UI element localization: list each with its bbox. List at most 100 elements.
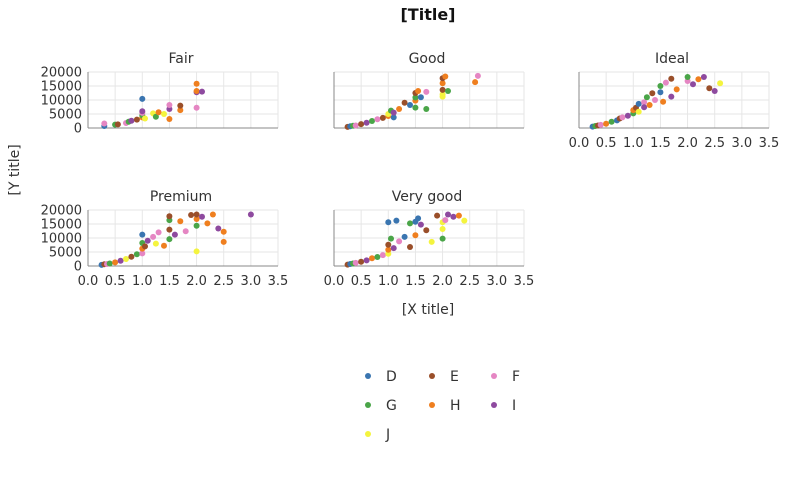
data-point-i <box>247 211 254 218</box>
x-tick-label: 2.5 <box>704 136 725 151</box>
data-point-e <box>434 212 441 219</box>
data-point-i <box>445 211 451 218</box>
data-point-j <box>461 217 468 224</box>
data-point-f <box>396 238 403 245</box>
data-point-e <box>193 211 200 218</box>
data-point-f <box>641 99 648 106</box>
data-point-g <box>388 235 394 242</box>
legend-label: D <box>386 369 397 385</box>
x-tick-label: 3.5 <box>514 274 535 289</box>
data-point-e <box>401 99 408 106</box>
data-point-g <box>439 235 446 242</box>
legend-item-d: D <box>365 369 397 385</box>
data-point-h <box>177 218 184 225</box>
data-point-h <box>166 116 173 122</box>
data-point-f <box>652 97 658 103</box>
data-point-e <box>423 227 430 234</box>
data-point-f <box>379 252 386 259</box>
y-tick-label: 0 <box>74 122 82 137</box>
data-point-f <box>182 228 189 235</box>
x-tick-label: 0.5 <box>105 274 126 289</box>
legend-item-g: G <box>365 398 397 414</box>
data-point-d <box>390 114 397 121</box>
data-point-i <box>171 231 178 238</box>
x-tick-label: 3.0 <box>241 274 262 289</box>
legend-item-h: H <box>429 398 461 414</box>
data-point-j <box>635 108 642 115</box>
x-tick-label: 1.0 <box>378 274 399 289</box>
data-point-d <box>139 95 146 102</box>
data-point-i <box>390 109 397 116</box>
y-tick-label: 5000 <box>49 246 82 261</box>
x-tick-label: 2.0 <box>432 274 453 289</box>
data-point-h <box>369 255 375 262</box>
data-point-i <box>700 74 707 80</box>
data-point-f <box>442 217 449 224</box>
x-tick-label: 3.5 <box>268 274 289 289</box>
data-point-e <box>407 244 413 250</box>
data-point-h <box>673 86 680 93</box>
data-point-e <box>649 90 656 97</box>
data-point-h <box>177 107 184 114</box>
data-point-f <box>139 250 146 257</box>
data-point-f <box>423 88 430 95</box>
facet-title: Very good <box>392 189 463 205</box>
data-point-e <box>188 212 195 218</box>
data-point-f <box>166 102 173 108</box>
data-point-e <box>177 102 184 109</box>
x-tick-label: 0.5 <box>596 136 617 151</box>
x-tick-label: 1.5 <box>405 274 426 289</box>
data-point-j <box>428 238 435 245</box>
data-point-j <box>152 240 159 247</box>
x-tick-label: 1.0 <box>623 136 644 151</box>
y-tick-label: 20000 <box>41 204 82 219</box>
data-point-h <box>396 106 403 112</box>
data-point-f <box>101 120 108 127</box>
data-point-d <box>417 94 424 101</box>
data-point-f <box>474 72 481 79</box>
data-point-h <box>660 98 667 105</box>
data-point-h <box>455 212 462 219</box>
x-tick-label: 1.5 <box>650 136 671 151</box>
data-point-h <box>161 242 167 249</box>
y-tick-label: 15000 <box>41 80 82 95</box>
data-point-i <box>128 117 135 124</box>
data-point-g <box>369 118 375 124</box>
data-point-i <box>641 104 648 111</box>
x-tick-label: 0.5 <box>351 274 372 289</box>
data-point-g <box>643 94 650 101</box>
x-tick-label: 1.0 <box>132 274 153 289</box>
data-point-d <box>401 233 408 240</box>
data-point-h <box>472 79 479 86</box>
data-point-j <box>161 111 167 117</box>
data-point-i <box>363 119 370 126</box>
data-point-e <box>166 213 173 220</box>
data-point-i <box>144 237 151 244</box>
x-tick-label: 3.5 <box>759 136 780 151</box>
data-point-h <box>439 80 446 87</box>
data-point-g <box>166 236 173 243</box>
data-point-f <box>597 121 604 128</box>
data-point-e <box>706 85 713 92</box>
legend-label: F <box>512 369 520 385</box>
data-point-e <box>668 75 675 82</box>
data-point-g <box>407 220 413 227</box>
legend-swatch <box>365 373 371 379</box>
data-point-h <box>646 102 653 108</box>
legend-swatch <box>491 402 497 408</box>
data-point-i <box>624 112 631 119</box>
data-point-e <box>358 121 365 128</box>
data-point-h <box>193 80 200 87</box>
data-point-i <box>417 221 424 228</box>
data-point-g <box>657 83 664 89</box>
data-point-h <box>193 88 200 94</box>
x-tick-label: 2.5 <box>459 274 480 289</box>
data-point-e <box>358 258 365 265</box>
data-point-d <box>139 231 146 238</box>
data-point-h <box>442 73 449 80</box>
data-point-g <box>412 104 419 111</box>
data-point-h <box>415 88 422 94</box>
x-tick-label: 3.0 <box>732 136 753 151</box>
data-point-i <box>139 108 146 115</box>
data-point-i <box>668 93 675 100</box>
